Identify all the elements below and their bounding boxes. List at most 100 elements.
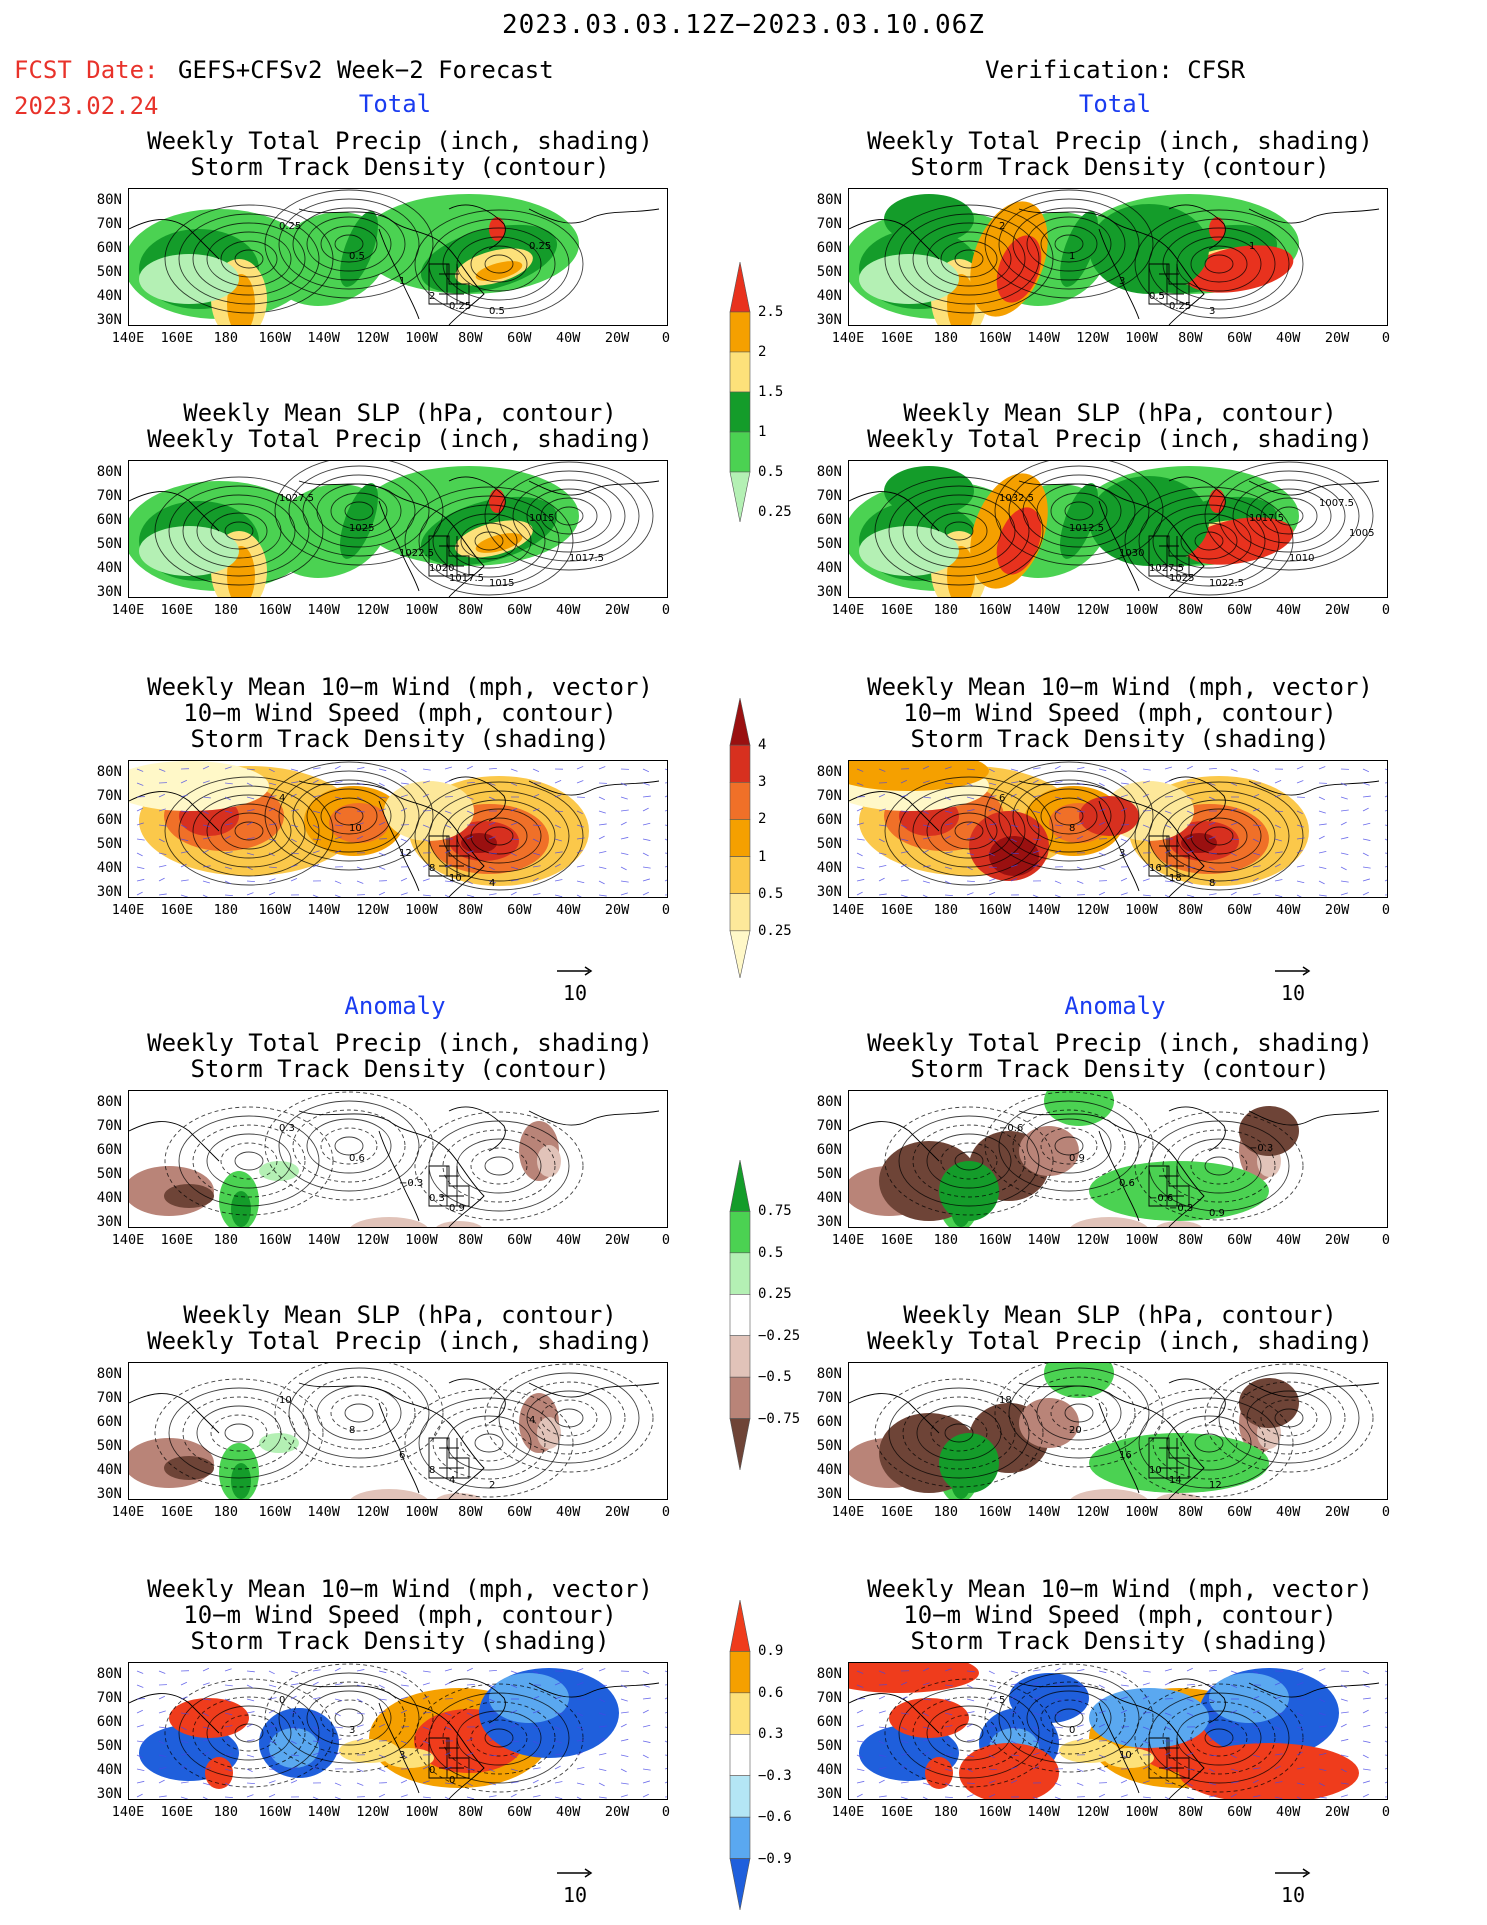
wind-vector (1318, 796, 1325, 801)
contour-label: 1007.5 (1319, 498, 1354, 509)
shading-layer (129, 466, 579, 597)
wind-vector (664, 894, 667, 896)
wind-vector (664, 1781, 667, 1784)
x-axis-label: 0 (1381, 1504, 1391, 1520)
wind-vector (158, 1795, 167, 1798)
wind-vector (1230, 1684, 1238, 1689)
contour-line (1054, 234, 1084, 254)
x-axis-label: 120W (356, 1804, 389, 1820)
wind-vector (554, 1712, 563, 1714)
contour-line (292, 1109, 406, 1183)
x-axis-label: 60W (507, 1504, 532, 1520)
wind-vector (246, 866, 253, 871)
wind-vector (1098, 768, 1107, 772)
wind-vector (1164, 810, 1172, 814)
coastline-layer (849, 1678, 1380, 1799)
colorbar-label: 0.5 (758, 885, 784, 902)
wind-vector (1208, 880, 1217, 884)
shaded-region (939, 1433, 999, 1493)
wind-vector (180, 1765, 187, 1770)
wind-vector (1076, 810, 1085, 813)
wind-vector (1230, 1793, 1237, 1798)
x-axis-label: 140W (307, 602, 340, 618)
wind-vector (1164, 1796, 1170, 1799)
wind-vector (246, 1670, 255, 1673)
vector-layer (856, 765, 1387, 897)
wind-vector (1252, 1740, 1259, 1745)
shaded-region (1184, 517, 1294, 565)
wind-vector (620, 809, 629, 812)
wind-vector (1340, 880, 1349, 883)
wind-vector (1142, 793, 1149, 798)
contour-line (1232, 1381, 1346, 1455)
wind-vector (334, 796, 343, 800)
wind-vector (1208, 796, 1216, 800)
wind-vector (1186, 850, 1194, 854)
wind-vector (1076, 1737, 1084, 1742)
wind-vector (1054, 1796, 1062, 1799)
wind-vector (378, 866, 386, 870)
wind-vector (158, 1779, 165, 1784)
contour-label: 1010 (1289, 553, 1314, 564)
wind-vector (1186, 782, 1195, 784)
colorbar-label: 0.5 (758, 1244, 784, 1261)
shaded-region (259, 1161, 299, 1181)
wind-vector (1274, 794, 1282, 798)
contour-line (998, 1672, 1140, 1764)
x-axis-label: 140W (1027, 902, 1060, 918)
contour-label: 0.3 (279, 1123, 295, 1134)
contour-line (234, 1723, 264, 1743)
wind-vector (422, 768, 431, 771)
wind-vector (1362, 782, 1370, 786)
vector-ref-label: 10 (563, 1883, 588, 1907)
wind-vector (1010, 1740, 1017, 1745)
wind-vector (1098, 866, 1106, 870)
wind-vector (422, 878, 430, 882)
wind-vector (1164, 1766, 1172, 1770)
wind-vector (988, 807, 995, 812)
wind-vector (1252, 893, 1261, 896)
wind-vector (1120, 794, 1128, 798)
wind-vector (620, 1684, 628, 1689)
wind-vector (966, 796, 975, 800)
contour-label: 1025 (1169, 573, 1194, 584)
x-axis-label: 80W (1178, 1232, 1203, 1248)
wind-vector (268, 852, 275, 857)
wind-vector (856, 878, 865, 882)
x-axis-label: 80W (458, 1232, 483, 1248)
y-axis-label: 60N (96, 812, 122, 828)
wind-vector (1274, 824, 1281, 829)
wind-vector (988, 1670, 995, 1675)
y-axis-label: 40N (816, 1462, 842, 1478)
wind-vector (878, 1754, 887, 1758)
wind-vector (966, 1684, 973, 1689)
contour-line (498, 470, 640, 562)
contour-line (930, 512, 988, 550)
wind-vector (988, 1684, 997, 1688)
contour-line (234, 1151, 264, 1171)
wind-vector (598, 766, 606, 770)
x-axis-label: 60W (1227, 330, 1252, 346)
wind-vector (1032, 894, 1039, 897)
wind-vector (488, 767, 497, 770)
wind-vector (1252, 1726, 1261, 1728)
wind-vector (944, 851, 953, 854)
wind-vector (598, 866, 607, 870)
y-axis-label: 40N (96, 860, 122, 876)
title-fcst-anom-wind: Weekly Mean 10−m Wind (mph, vector) 10−m… (147, 1575, 653, 1655)
wind-vector (1362, 795, 1371, 798)
wind-vector (1230, 782, 1238, 787)
colorbar-swatch (729, 1692, 751, 1735)
wind-vector (400, 852, 408, 856)
wind-vector (988, 1725, 997, 1728)
wind-vector (1274, 1696, 1282, 1700)
wind-vector (900, 1765, 907, 1770)
wind-vector (620, 1698, 628, 1702)
shaded-region (475, 261, 523, 281)
contour-line (1138, 1397, 1280, 1489)
wind-vector (1120, 1740, 1128, 1744)
wind-vector (466, 1684, 475, 1686)
coastline (378, 1702, 420, 1794)
wind-vector (268, 807, 275, 812)
contour-line (1124, 486, 1294, 596)
